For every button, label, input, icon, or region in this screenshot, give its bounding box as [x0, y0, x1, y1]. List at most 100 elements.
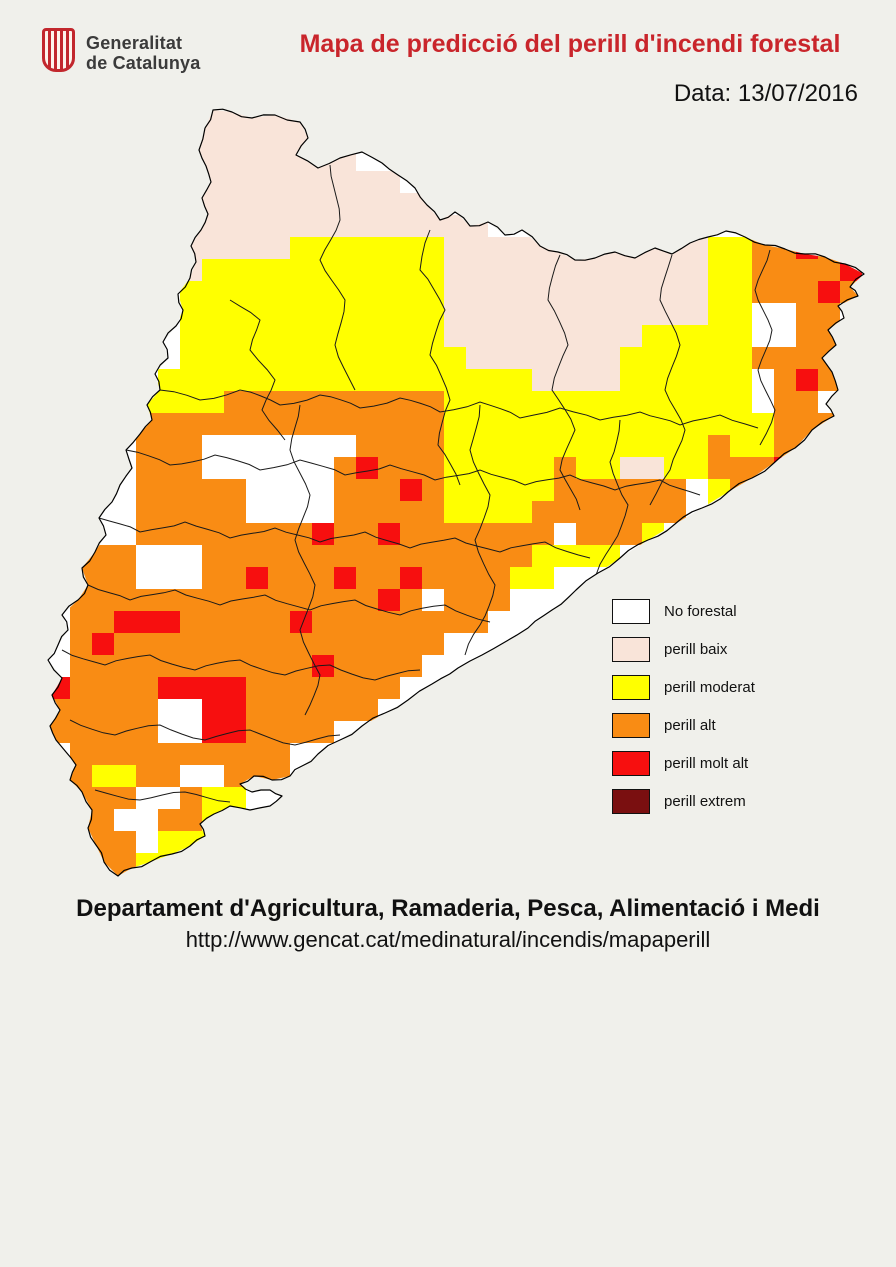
map-cell — [312, 567, 334, 589]
map-cell — [268, 369, 290, 391]
map-cell — [752, 435, 774, 457]
map-cell — [444, 567, 466, 589]
map-cell — [796, 391, 818, 413]
map-cell — [268, 699, 290, 721]
map-cell — [598, 325, 620, 347]
map-cell — [334, 633, 356, 655]
map-cell — [334, 193, 356, 215]
map-cell — [598, 523, 620, 545]
map-cell — [356, 281, 378, 303]
map-cell — [708, 369, 730, 391]
map-cell — [378, 501, 400, 523]
map-cell — [246, 237, 268, 259]
map-cell — [268, 523, 290, 545]
map-cell — [202, 545, 224, 567]
map-cell — [642, 501, 664, 523]
map-cell — [70, 633, 92, 655]
map-cell — [224, 567, 246, 589]
map-cell — [532, 457, 554, 479]
map-cell — [730, 259, 752, 281]
legend-label: No forestal — [664, 602, 737, 620]
map-cell — [158, 479, 180, 501]
map-cell — [444, 479, 466, 501]
map-cell — [422, 611, 444, 633]
map-cell — [400, 281, 422, 303]
map-cell — [642, 281, 664, 303]
map-cell — [92, 809, 114, 831]
map-cell — [576, 523, 598, 545]
map-cell — [356, 237, 378, 259]
map-cell — [202, 743, 224, 765]
map-cell — [708, 259, 730, 281]
map-cell — [180, 127, 202, 149]
map-cell — [180, 721, 202, 743]
map-cell — [180, 413, 202, 435]
map-cell — [180, 611, 202, 633]
map-cell — [290, 171, 312, 193]
map-cell — [158, 369, 180, 391]
map-cell — [356, 545, 378, 567]
map-cell — [378, 545, 400, 567]
map-cell — [576, 369, 598, 391]
map-cell — [202, 325, 224, 347]
map-cell — [136, 677, 158, 699]
map-cell — [466, 589, 488, 611]
map-cell — [224, 303, 246, 325]
legend-label: perill alt — [664, 716, 716, 734]
map-cell — [312, 193, 334, 215]
map-cell — [224, 281, 246, 303]
map-cell — [554, 501, 576, 523]
map-cell — [158, 611, 180, 633]
map-cell — [686, 347, 708, 369]
map-cell — [554, 523, 576, 545]
map-cell — [246, 655, 268, 677]
map-cell — [114, 633, 136, 655]
map-cell — [268, 589, 290, 611]
map-cell — [378, 171, 400, 193]
map-cell — [422, 523, 444, 545]
map-cell — [422, 413, 444, 435]
map-cell — [400, 655, 422, 677]
map-cell — [290, 369, 312, 391]
map-cell — [422, 259, 444, 281]
map-cell — [224, 127, 246, 149]
map-cell — [576, 281, 598, 303]
map-cell — [598, 303, 620, 325]
map-cell — [378, 369, 400, 391]
map-cell — [202, 237, 224, 259]
map-cell — [488, 347, 510, 369]
map-cell — [180, 347, 202, 369]
map-cell — [598, 413, 620, 435]
map-cell — [554, 457, 576, 479]
map-cell — [598, 501, 620, 523]
map-cell — [730, 369, 752, 391]
map-cell — [422, 347, 444, 369]
map-cell — [730, 391, 752, 413]
map-cell — [576, 237, 598, 259]
map-cell — [70, 677, 92, 699]
map-cell — [246, 523, 268, 545]
map-cell — [334, 259, 356, 281]
map-cell — [400, 435, 422, 457]
map-cell — [422, 567, 444, 589]
map-cell — [224, 110, 246, 127]
map-cell — [92, 633, 114, 655]
map-cell — [686, 259, 708, 281]
map-cell — [378, 347, 400, 369]
map-cell — [356, 611, 378, 633]
map-cell — [356, 567, 378, 589]
map-cell — [114, 567, 136, 589]
map-cell — [224, 655, 246, 677]
map-cell — [708, 391, 730, 413]
map-cell — [202, 347, 224, 369]
map-cell — [114, 809, 136, 831]
map-cell — [708, 281, 730, 303]
map-cell — [444, 237, 466, 259]
map-cell — [356, 589, 378, 611]
map-cell — [334, 699, 356, 721]
map-cell — [576, 325, 598, 347]
map-cell — [444, 325, 466, 347]
map-cell — [488, 567, 510, 589]
map-cell — [268, 127, 290, 149]
map-cell — [334, 677, 356, 699]
